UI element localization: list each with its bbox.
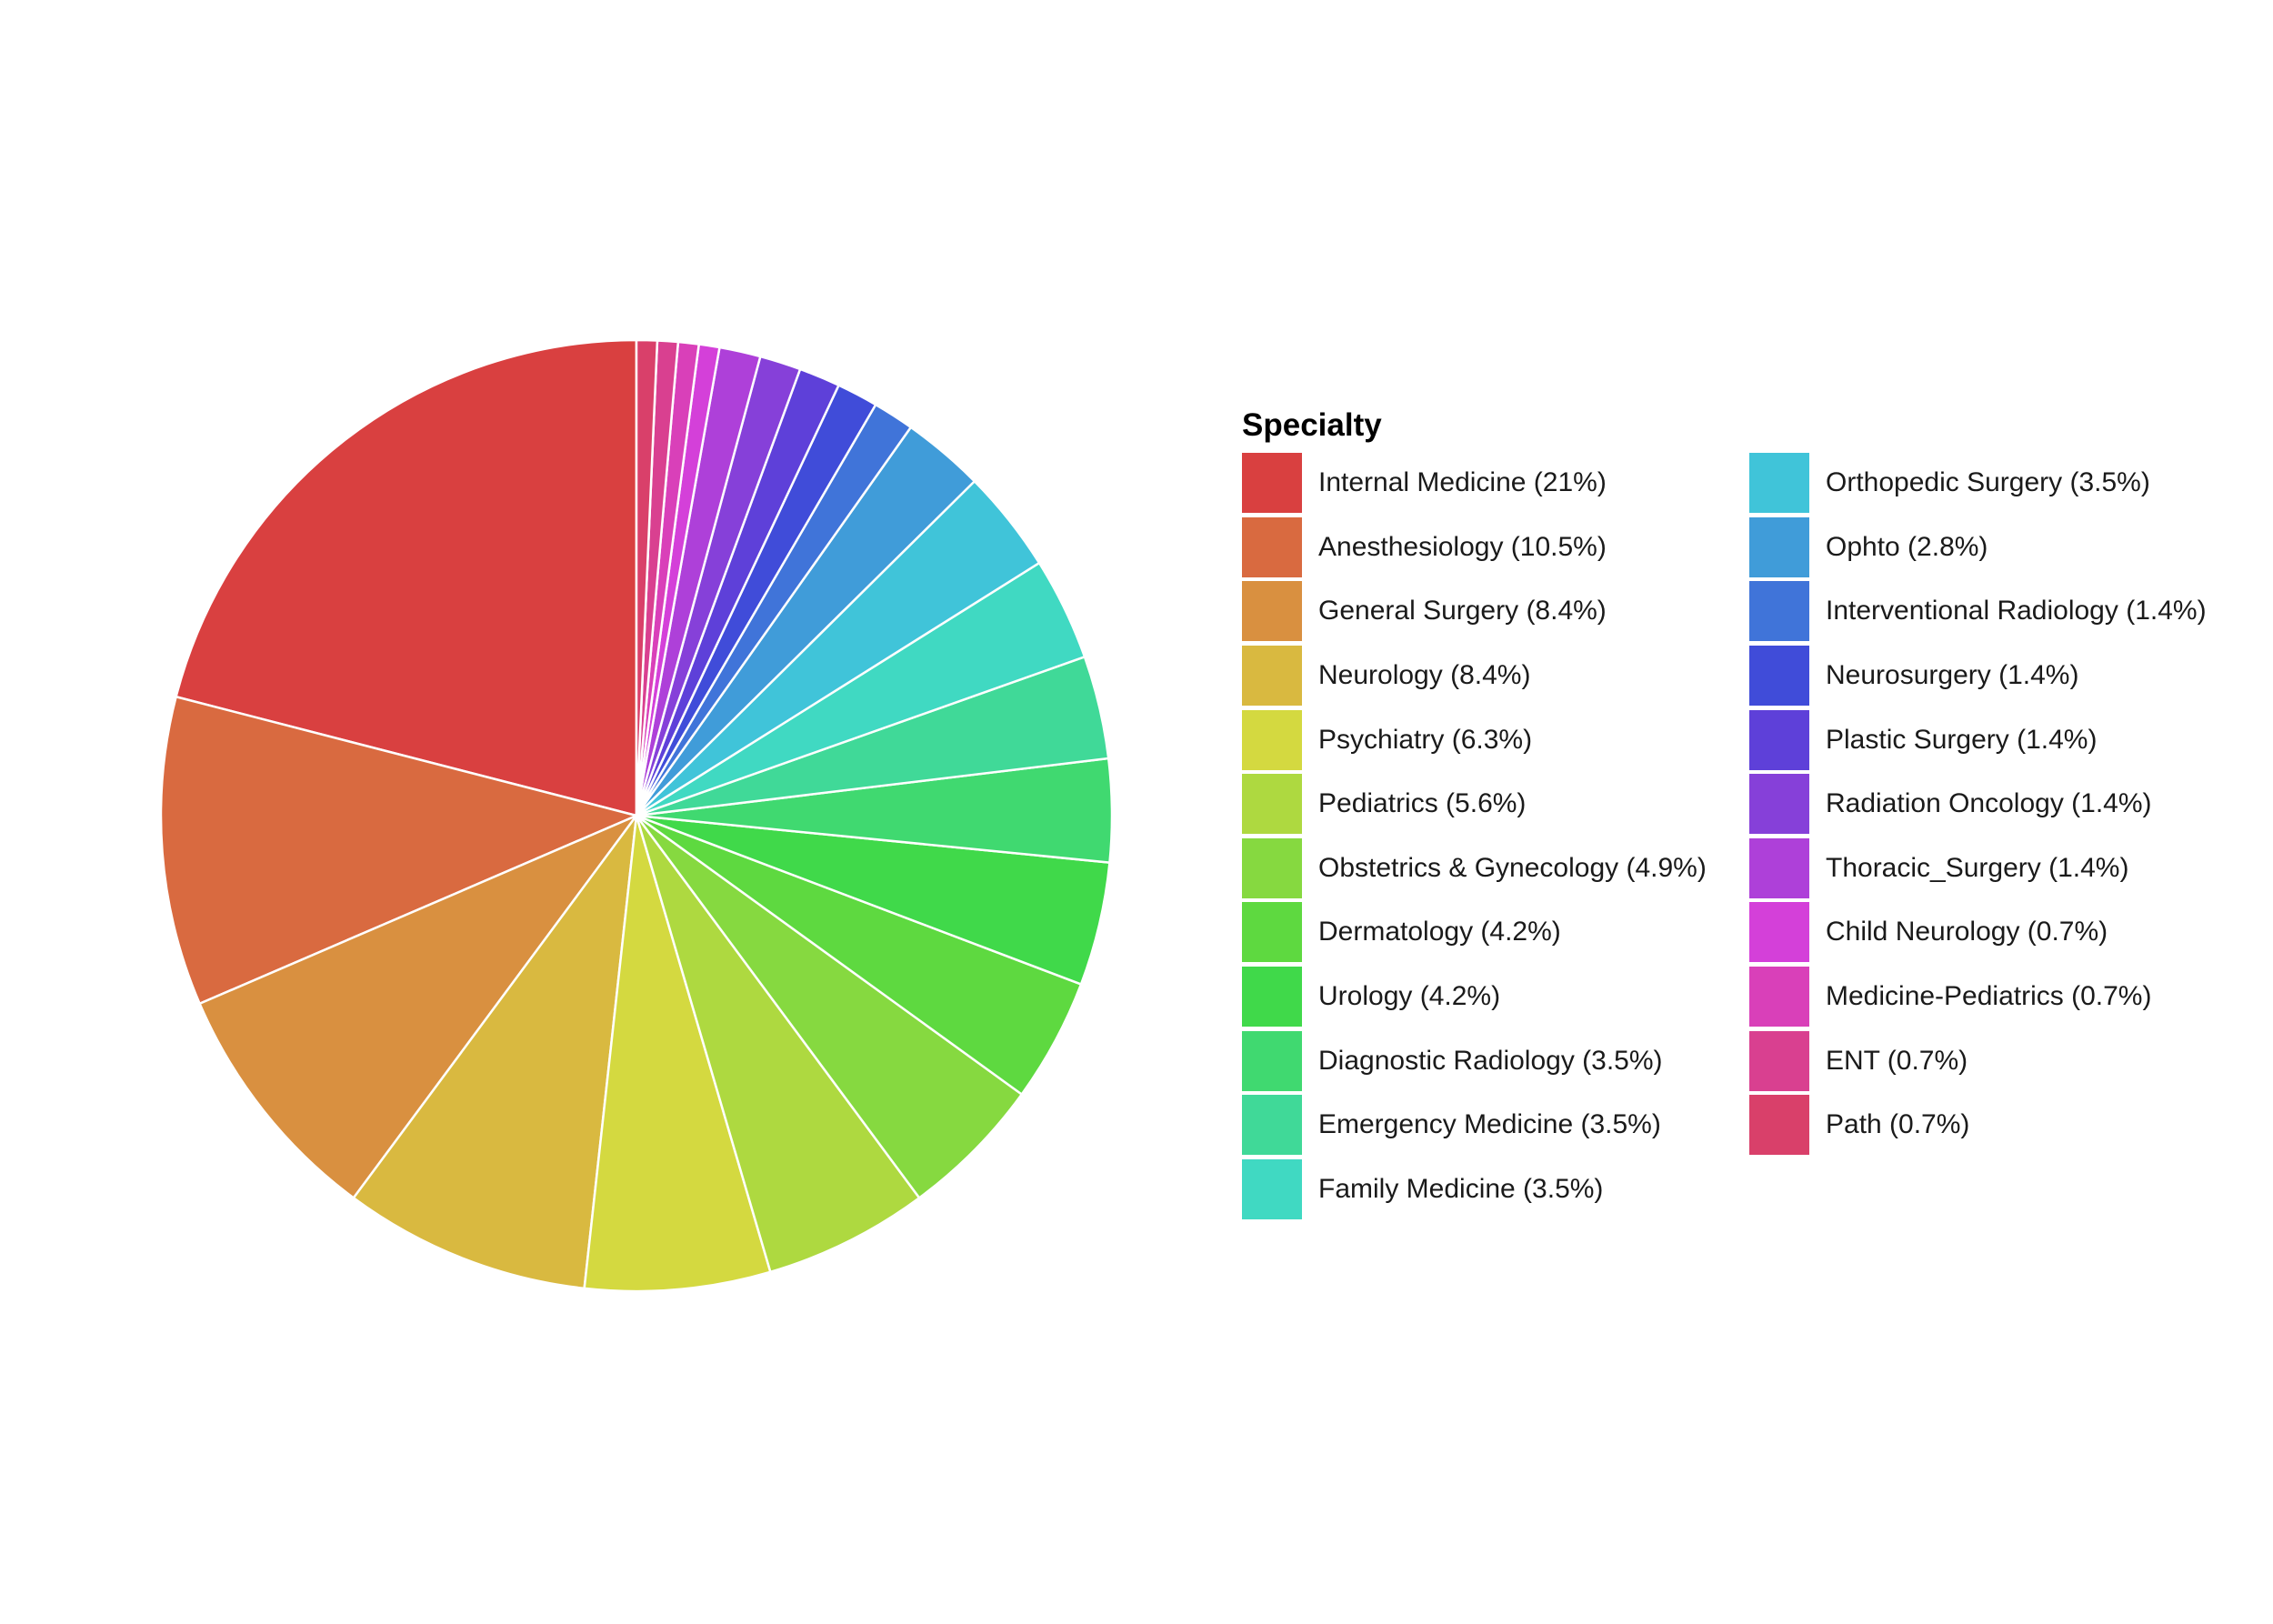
legend-label: Interventional Radiology (1.4%): [1826, 596, 2207, 627]
legend-item: Interventional Radiology (1.4%): [1749, 579, 2257, 644]
legend-label: Diagnostic Radiology (3.5%): [1318, 1045, 1663, 1076]
legend-label: Neurology (8.4%): [1318, 660, 1531, 691]
legend-item: Family Medicine (3.5%): [1242, 1158, 1749, 1222]
legend-item: Internal Medicine (21%): [1242, 451, 1749, 516]
legend-color-key: [1242, 1030, 1302, 1091]
legend-color-key: [1749, 1095, 1809, 1156]
pie-slice-general-surgery: [198, 814, 638, 1199]
legend-item: Obstetrics & Gynecology (4.9%): [1242, 837, 1749, 901]
legend-item: Thoracic_Surgery (1.4%): [1749, 837, 2257, 901]
legend-color-key: [1242, 774, 1302, 835]
legend-label: General Surgery (8.4%): [1318, 596, 1607, 627]
legend-item: Psychiatry (6.3%): [1242, 707, 1749, 772]
legend-item: Radiation Oncology (1.4%): [1749, 772, 2257, 837]
legend-item: Emergency Medicine (3.5%): [1242, 1093, 1749, 1158]
legend-color-key: [1242, 902, 1302, 963]
legend-item: Urology (4.2%): [1242, 965, 1749, 1029]
pie-slice-psychiatry: [583, 814, 772, 1293]
legend-color-key: [1242, 516, 1302, 577]
legend-color-key: [1749, 837, 1809, 898]
legend-label: Emergency Medicine (3.5%): [1318, 1109, 1661, 1140]
pie-slice-obstetrics-gynecology: [635, 814, 1024, 1199]
legend-label: Dermatology (4.2%): [1318, 917, 1561, 947]
legend-item: ENT (0.7%): [1749, 1028, 2257, 1093]
legend-item: General Surgery (8.4%): [1242, 579, 1749, 644]
legend-title: Specialty: [1242, 407, 1382, 443]
legend-item: Neurology (8.4%): [1242, 644, 1749, 708]
pie-slice-anesthesiology: [159, 696, 638, 1006]
legend-label: Urology (4.2%): [1318, 981, 1501, 1012]
pie-slice-internal-medicine: [175, 338, 638, 817]
pie-slice-pediatrics: [635, 814, 921, 1274]
legend-column-2: Orthopedic Surgery (3.5%) Ophto (2.8%) Int…: [1749, 451, 2257, 1221]
legend-label: Family Medicine (3.5%): [1318, 1173, 1604, 1204]
legend-color-key: [1749, 709, 1809, 770]
legend-item: Medicine-Pediatrics (0.7%): [1749, 965, 2257, 1029]
legend-label: Radiation Oncology (1.4%): [1826, 788, 2152, 819]
legend-label: Obstetrics & Gynecology (4.9%): [1318, 852, 1707, 883]
legend-color-key: [1749, 774, 1809, 835]
legend-item: Pediatrics (5.6%): [1242, 772, 1749, 837]
legend-label: Internal Medicine (21%): [1318, 467, 1607, 498]
legend-label: Neurosurgery (1.4%): [1826, 660, 2079, 691]
legend-color-key: [1242, 453, 1302, 514]
legend-color-key: [1749, 516, 1809, 577]
legend-color-key: [1242, 1158, 1302, 1219]
legend: Specialty Internal Medicine (21%) Anesthe…: [1242, 400, 2257, 1221]
legend-item: Child Neurology (0.7%): [1749, 900, 2257, 965]
legend-item: Ophto (2.8%): [1749, 516, 2257, 580]
legend-color-key: [1242, 837, 1302, 898]
legend-color-key: [1749, 1030, 1809, 1091]
legend-label: Pediatrics (5.6%): [1318, 788, 1527, 819]
legend-label: Medicine-Pediatrics (0.7%): [1826, 981, 2152, 1012]
legend-item: Anesthesiology (10.5%): [1242, 516, 1749, 580]
legend-label: Child Neurology (0.7%): [1826, 917, 2108, 947]
legend-label: Plastic Surgery (1.4%): [1826, 724, 2098, 755]
legend-label: Path (0.7%): [1826, 1109, 1970, 1140]
legend-color-key: [1242, 1095, 1302, 1156]
legend-label: ENT (0.7%): [1826, 1045, 1968, 1076]
legend-label: Orthopedic Surgery (3.5%): [1826, 467, 2150, 498]
legend-color-key: [1749, 646, 1809, 707]
legend-color-key: [1242, 709, 1302, 770]
legend-color-key: [1242, 646, 1302, 707]
legend-item: Neurosurgery (1.4%): [1749, 644, 2257, 708]
legend-color-key: [1749, 902, 1809, 963]
legend-item: Path (0.7%): [1749, 1093, 2257, 1158]
legend-label: Thoracic_Surgery (1.4%): [1826, 852, 2129, 883]
legend-color-key: [1242, 967, 1302, 1028]
legend-column-1: Internal Medicine (21%) Anesthesiology (1…: [1242, 451, 1749, 1221]
pie-slice-neurology: [352, 814, 638, 1290]
legend-item: Orthopedic Surgery (3.5%): [1749, 451, 2257, 516]
legend-label: Anesthesiology (10.5%): [1318, 531, 1607, 562]
legend-item: Plastic Surgery (1.4%): [1749, 707, 2257, 772]
legend-color-key: [1749, 581, 1809, 642]
legend-item: Dermatology (4.2%): [1242, 900, 1749, 965]
legend-color-key: [1242, 581, 1302, 642]
legend-label: Psychiatry (6.3%): [1318, 724, 1533, 755]
legend-label: Ophto (2.8%): [1826, 531, 1988, 562]
legend-color-key: [1749, 453, 1809, 514]
pie-slice-path: [635, 338, 659, 817]
legend-color-key: [1749, 967, 1809, 1028]
legend-item: Diagnostic Radiology (3.5%): [1242, 1028, 1749, 1093]
